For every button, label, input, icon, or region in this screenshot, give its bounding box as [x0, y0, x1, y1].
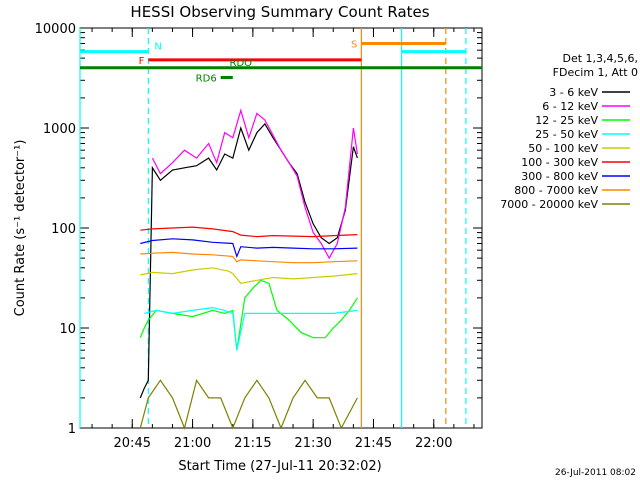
- legend-entry-label: 100 - 300 keV: [521, 156, 598, 169]
- series-line-7: [140, 238, 358, 259]
- x-tick-label: 21:00: [174, 436, 211, 451]
- flag-label-n: N: [154, 42, 161, 53]
- series-line-6: [140, 226, 358, 238]
- legend-entry-label: 300 - 800 keV: [521, 170, 598, 183]
- x-tick-label: 21:45: [355, 436, 392, 451]
- legend-entry-label: 3 - 6 keV: [549, 86, 598, 99]
- legend-entry-label: 12 - 25 keV: [535, 114, 598, 127]
- y-tick-label: 100: [51, 222, 76, 237]
- legend-entry-label: 800 - 7000 keV: [514, 184, 598, 197]
- legend-header-line-1: Det 1,3,4,5,6,: [562, 52, 638, 65]
- series-line-3: [139, 279, 358, 351]
- x-axis-label: Start Time (27-Jul-11 20:32:02): [178, 459, 381, 474]
- legend-entry-label: 6 - 12 keV: [542, 100, 598, 113]
- series-line-9: [139, 378, 358, 430]
- legend-entry-label: 25 - 50 keV: [535, 128, 598, 141]
- plot-frame: [79, 27, 483, 429]
- legend-header-line-2: FDecim 1, Att 0: [552, 66, 638, 79]
- flag-label-s: S: [351, 39, 357, 50]
- legend-entry-label: 50 - 100 keV: [528, 142, 598, 155]
- x-tick-label: 20:45: [114, 436, 151, 451]
- series-line-8: [140, 251, 358, 264]
- series-line-5: [140, 267, 358, 284]
- series-line-1: [139, 122, 358, 399]
- y-tick-label: 1000: [43, 122, 76, 137]
- flag-label-f: F: [139, 56, 145, 67]
- legend-entry-label: 7000 - 20000 keV: [500, 198, 598, 211]
- flag-label-rd6: RD6: [196, 73, 217, 84]
- chart-title: HESSI Observing Summary Count Rates: [130, 3, 429, 21]
- y-tick-label: 1: [68, 422, 76, 437]
- plot-layer: 1 10 100 1000 10000 20:45 21:00 21:15 21:30 21:45…: [35, 22, 630, 451]
- footer-date: 26-Jul-2011 08:02: [555, 468, 636, 478]
- series-line-4: [144, 306, 358, 351]
- y-tick-label: 10000: [35, 22, 76, 37]
- x-tick-label: 21:15: [234, 436, 271, 451]
- x-tick-label: 21:30: [294, 436, 331, 451]
- x-tick-label: 22:00: [415, 436, 452, 451]
- y-tick-label: 10: [59, 322, 76, 337]
- y-axis-label: Count Rate (s⁻¹ detector⁻¹): [13, 140, 28, 317]
- series-line-2: [151, 108, 358, 260]
- flag-label-rdo: RDO: [230, 58, 253, 69]
